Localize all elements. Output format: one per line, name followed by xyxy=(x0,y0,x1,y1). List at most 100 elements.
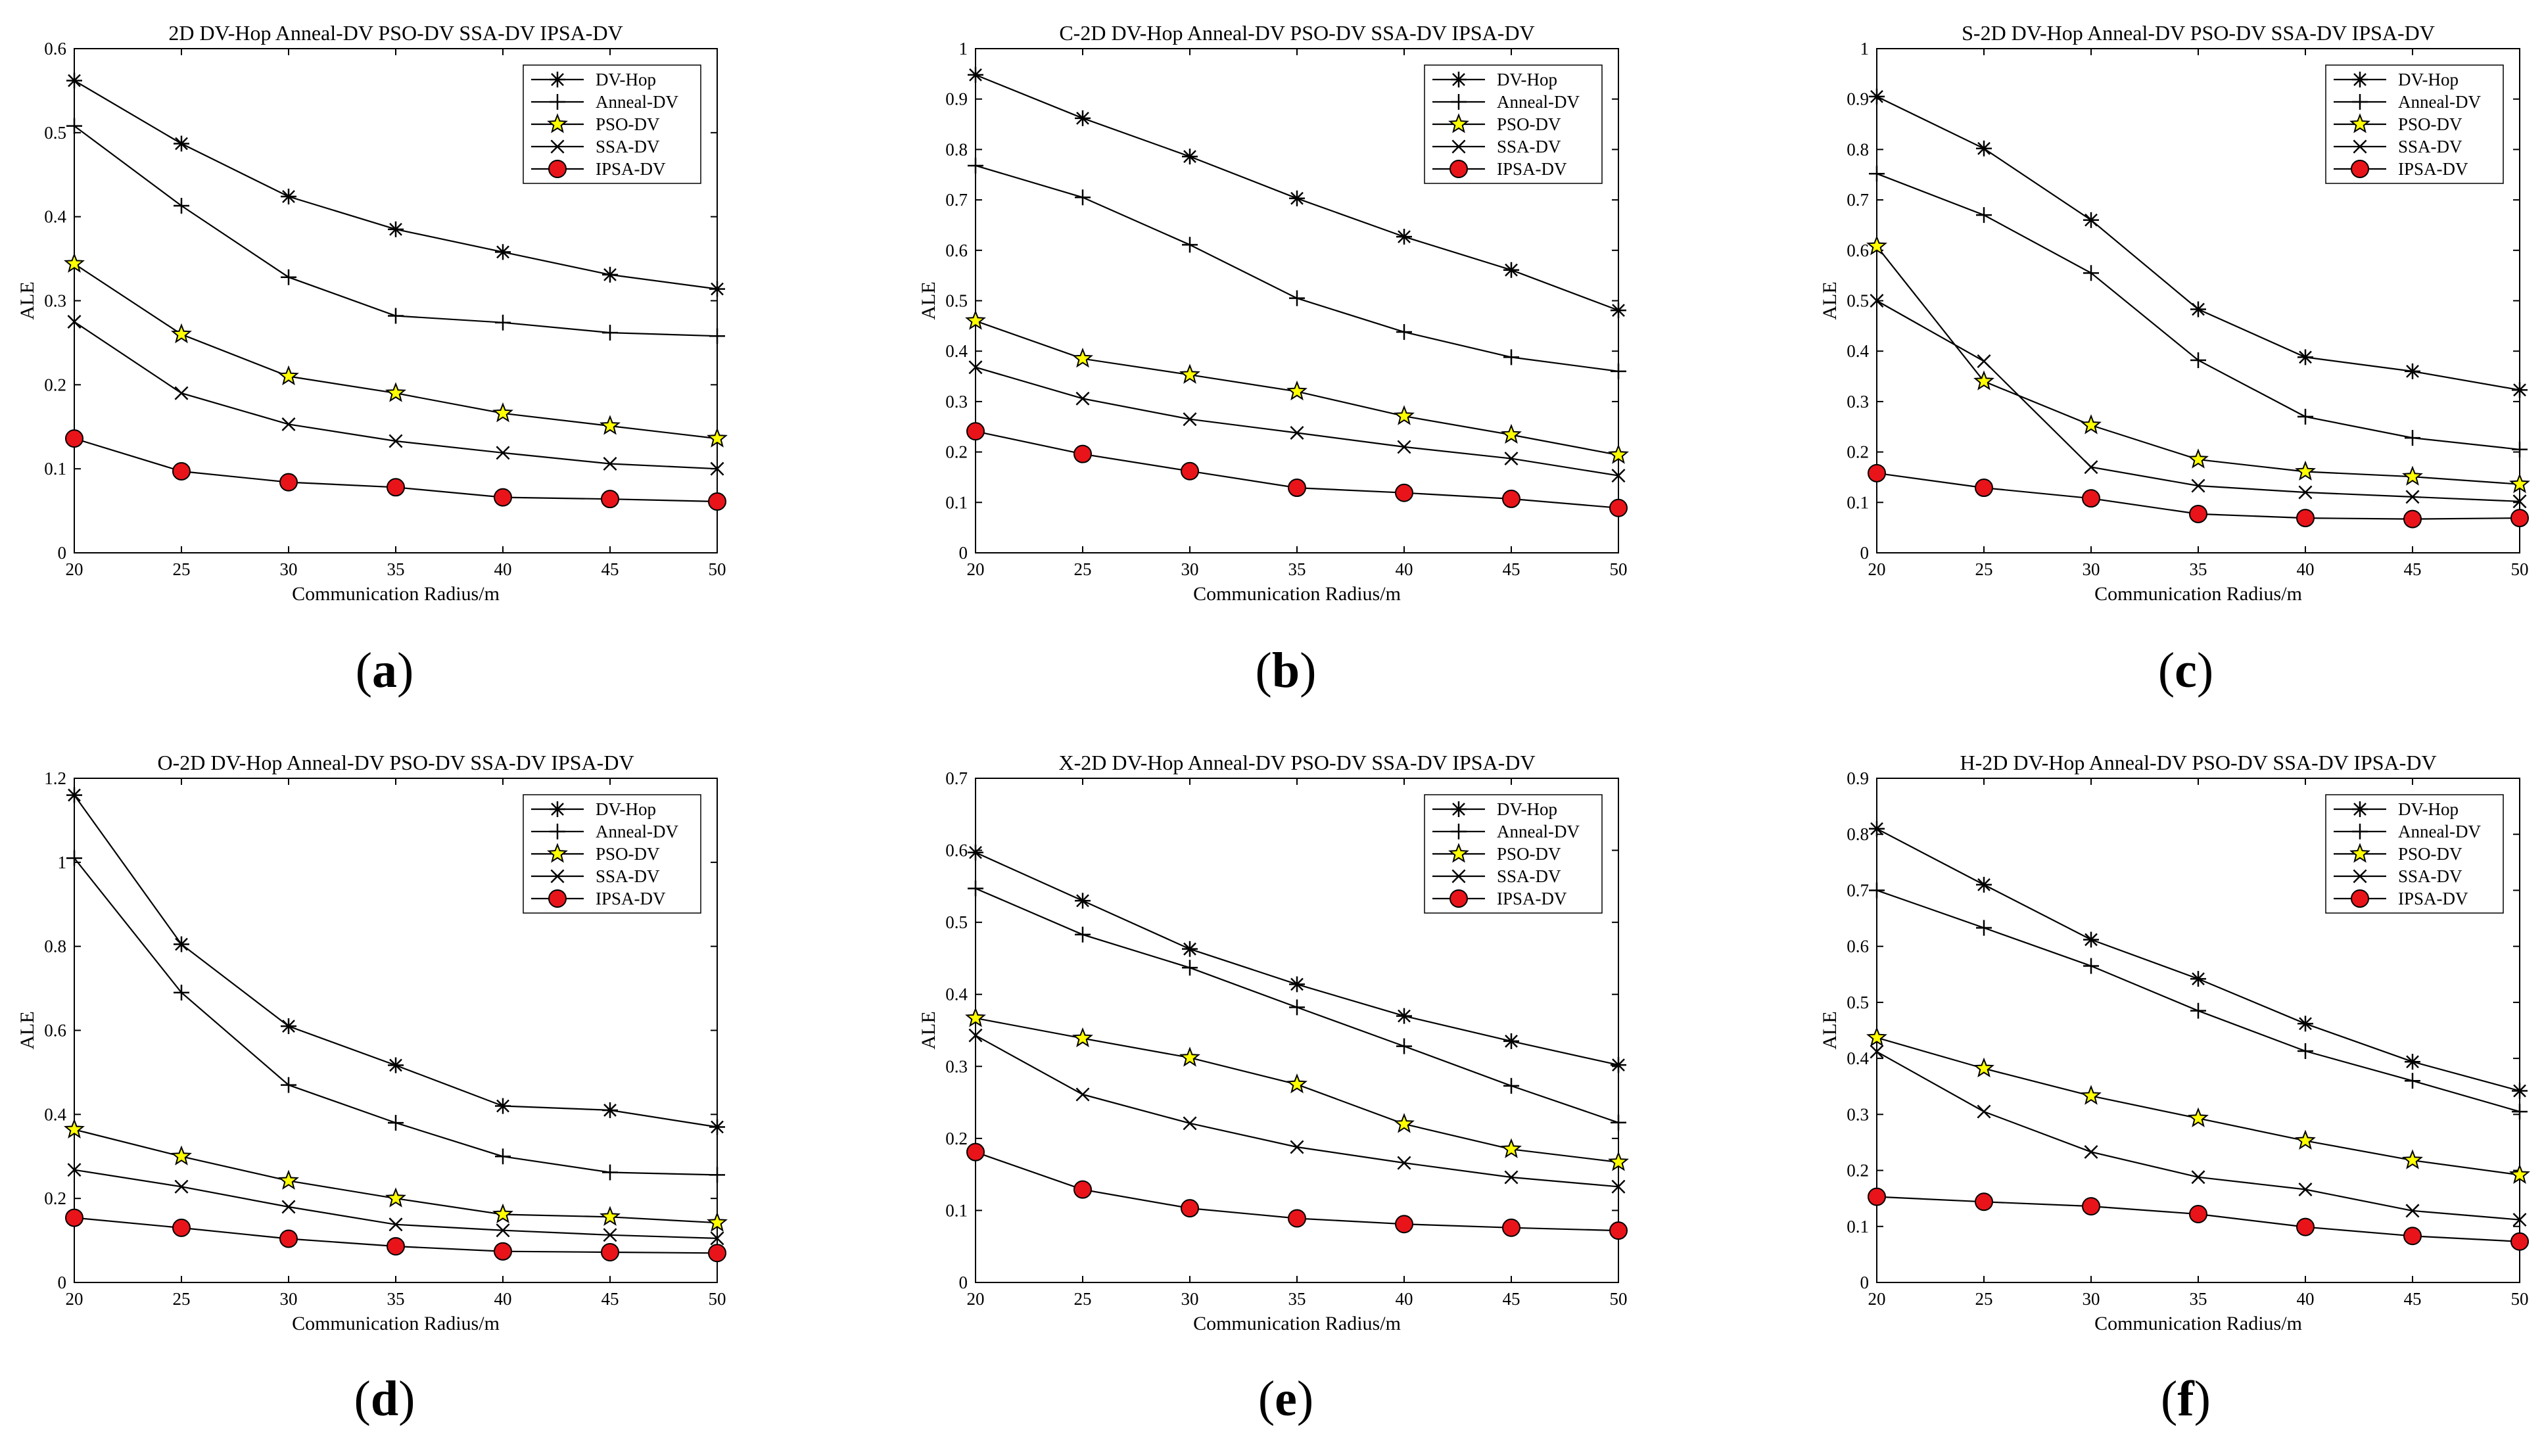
x-tick-label: 30 xyxy=(1181,559,1199,579)
data-point xyxy=(1976,920,1992,936)
x-tick-label: 35 xyxy=(2190,1289,2207,1309)
data-point xyxy=(2083,958,2099,974)
data-point xyxy=(1868,463,1886,482)
x-tick-label: 30 xyxy=(1181,1289,1199,1309)
y-tick-label: 0 xyxy=(959,1273,968,1292)
data-point xyxy=(1977,1104,1991,1119)
y-tick-label: 0.3 xyxy=(1847,1104,1869,1124)
data-point xyxy=(602,266,618,283)
legend-marker xyxy=(1451,139,1466,154)
data-point xyxy=(2190,352,2206,369)
y-tick-label: 0.2 xyxy=(945,1129,968,1148)
data-point xyxy=(66,850,82,866)
chart-title: O-2D DV-Hop Anneal-DV PSO-DV SSA-DV IPSA… xyxy=(157,751,634,774)
x-tick-label: 40 xyxy=(1396,1289,1413,1309)
chart-panel-4: 20 25 30 35 40 45 50 0 0.2 0.4 0.6 0.8 1 1.2 O-2D DV-H… xyxy=(16,751,728,1426)
series-ipsa-dv xyxy=(65,429,726,511)
legend-entry-dv-hop: DV-Hop xyxy=(2334,70,2459,89)
legend-entry-ssa-dv: SSA-DV xyxy=(531,866,660,886)
y-tick-label: 0.4 xyxy=(945,985,968,1004)
data-point xyxy=(1611,469,1626,483)
legend-label: PSO-DV xyxy=(2398,114,2462,134)
x-tick-label: 30 xyxy=(280,559,298,579)
series-line xyxy=(1876,889,2520,1113)
series-ssa-dv xyxy=(1870,294,2527,509)
data-point xyxy=(2402,465,2423,486)
series-anneal-dv xyxy=(1869,166,2528,458)
data-point xyxy=(2082,489,2100,508)
data-point xyxy=(1611,1057,1626,1073)
data-point xyxy=(174,984,189,1000)
data-point xyxy=(965,310,986,330)
data-point xyxy=(278,1169,299,1190)
legend-marker xyxy=(1451,94,1467,110)
y-tick-label: 0.5 xyxy=(945,291,968,311)
caption-close-paren: ) xyxy=(2197,643,2213,698)
data-point xyxy=(1075,391,1090,406)
legend-marker xyxy=(2353,869,2367,883)
data-point xyxy=(2190,301,2206,317)
y-tick-label: 0.1 xyxy=(1847,492,1869,512)
legend-entry-ipsa-dv: IPSA-DV xyxy=(531,159,666,179)
data-point xyxy=(389,434,403,448)
data-point xyxy=(2081,1085,2102,1105)
x-tick-label: 45 xyxy=(1503,1289,1520,1309)
legend-marker xyxy=(2351,160,2369,178)
series-pso-dv xyxy=(64,252,728,448)
data-point xyxy=(1976,140,1992,156)
legend-entry-anneal-dv: Anneal-DV xyxy=(2334,822,2481,841)
data-point xyxy=(279,473,298,492)
x-tick-label: 30 xyxy=(2083,559,2100,579)
data-point xyxy=(600,1206,621,1226)
series-line xyxy=(1876,1050,2520,1221)
x-tick-label: 40 xyxy=(2297,1289,2315,1309)
data-point xyxy=(968,66,983,83)
x-tick-label: 25 xyxy=(1975,1289,1993,1309)
data-point xyxy=(1075,189,1091,206)
data-point xyxy=(2082,1197,2100,1216)
legend-entry-ipsa-dv: IPSA-DV xyxy=(531,889,666,908)
data-point xyxy=(1502,1218,1520,1237)
y-tick-label: 0.6 xyxy=(44,39,66,59)
data-point xyxy=(66,118,82,134)
y-tick-label: 0.6 xyxy=(44,1021,66,1041)
x-axis-label: Communication Radius/m xyxy=(292,583,500,605)
series-ipsa-dv xyxy=(966,422,1628,517)
series-ssa-dv xyxy=(67,314,724,476)
legend-marker xyxy=(2352,72,2368,87)
data-point xyxy=(601,1242,619,1261)
chart-title: S-2D DV-Hop Anneal-DV PSO-DV SSA-DV IPSA… xyxy=(1962,21,2435,45)
data-point xyxy=(174,198,189,214)
legend-entry-dv-hop: DV-Hop xyxy=(2334,799,2459,819)
x-tick-label: 45 xyxy=(601,1289,619,1309)
data-point xyxy=(1075,110,1091,126)
data-point xyxy=(2189,504,2207,523)
data-point xyxy=(1073,444,1092,463)
chart-title: 2D DV-Hop Anneal-DV PSO-DV SSA-DV IPSA-D… xyxy=(168,21,623,45)
y-tick-label: 0.7 xyxy=(945,768,968,788)
data-point xyxy=(495,314,511,331)
x-tick-label: 35 xyxy=(387,559,405,579)
legend-label: PSO-DV xyxy=(596,844,660,864)
x-tick-label: 50 xyxy=(2511,1289,2529,1309)
legend-entry-dv-hop: DV-Hop xyxy=(1432,70,1557,89)
series-dv-hop xyxy=(968,66,1626,319)
data-point xyxy=(603,457,617,471)
data-point xyxy=(2509,473,2530,494)
legend-entry-ipsa-dv: IPSA-DV xyxy=(1432,889,1567,908)
y-tick-label: 0.9 xyxy=(945,89,968,109)
caption-close-paren: ) xyxy=(1300,643,1316,698)
y-tick-label: 0.2 xyxy=(44,1188,66,1208)
data-point xyxy=(2190,971,2206,987)
data-point xyxy=(709,281,725,297)
data-point xyxy=(710,1231,724,1246)
legend-marker xyxy=(2352,801,2368,817)
y-tick-label: 0.8 xyxy=(44,937,66,956)
y-tick-label: 0.1 xyxy=(945,1200,968,1220)
x-tick-label: 35 xyxy=(2190,559,2207,579)
data-point xyxy=(492,402,513,423)
legend-entry-dv-hop: DV-Hop xyxy=(531,799,656,819)
y-tick-label: 0.3 xyxy=(1847,392,1869,411)
